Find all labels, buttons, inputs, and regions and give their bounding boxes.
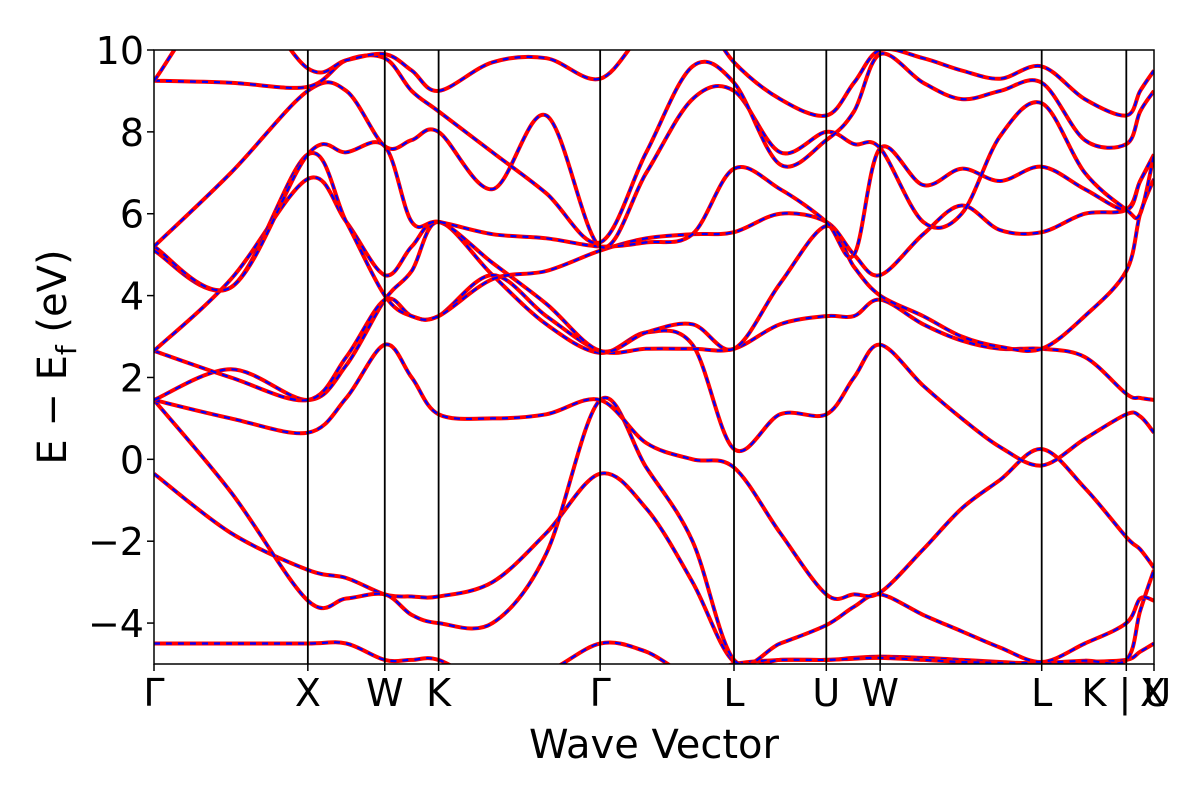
band-9-reference-line: [154, 140, 1154, 293]
y-tick-label: 10: [96, 29, 144, 73]
band-12-computed-line: [154, 50, 1154, 118]
y-tick-label: 8: [120, 111, 144, 155]
kpoint-label: X: [1140, 671, 1166, 715]
kpoint-label: W: [861, 671, 899, 715]
band-7-computed-line: [154, 176, 1154, 353]
band-6-reference-line: [154, 273, 1154, 403]
band-8-computed-line: [154, 151, 1154, 321]
band-6-computed-line: [154, 273, 1154, 402]
kpoint-label: L: [723, 671, 744, 715]
band-5-reference-line: [154, 219, 1154, 468]
y-tick-label: 2: [120, 356, 144, 400]
band-4-reference-line: [154, 342, 1154, 601]
band-4-computed-line: [154, 343, 1154, 601]
y-tick-label: 6: [120, 193, 144, 237]
y-axis-ticks: 10 8 6 4 2 0 −2 −4: [88, 29, 154, 646]
x-axis-label: Wave Vector: [529, 722, 780, 768]
y-axis-label-subscript: f: [50, 344, 83, 355]
band-12-reference-line: [154, 50, 1154, 118]
kpoint-label: X: [295, 671, 321, 715]
kpoint-label: Γ: [143, 671, 164, 715]
kpoint-label: U: [812, 671, 840, 715]
band-11-reference-line: [154, 51, 1154, 246]
y-tick-label: −2: [88, 520, 144, 564]
band-3-reference-line: [154, 395, 1154, 664]
y-tick-label: 0: [120, 438, 144, 482]
band-11-computed-line: [154, 52, 1154, 245]
high-symmetry-lines: [306, 50, 1128, 664]
plot-frame: [153, 49, 1155, 665]
band-10-computed-line: [154, 81, 1154, 249]
band-10-reference-line: [154, 80, 1154, 250]
band-5-computed-line: [154, 220, 1154, 467]
kpoint-label: K: [426, 671, 452, 715]
band-7-reference-line: [154, 175, 1154, 354]
kpoint-label: K | U: [1081, 671, 1171, 716]
kpoint-label: L: [1031, 671, 1052, 715]
y-tick-label: 4: [120, 275, 144, 319]
band-9-computed-line: [154, 140, 1154, 292]
band-2-reference-line: [154, 471, 1154, 664]
band-3-computed-line: [154, 396, 1154, 664]
kpoint-label: Γ: [590, 671, 611, 715]
y-axis-label: E − Ef (eV): [30, 249, 83, 464]
y-tick-label: −4: [88, 602, 144, 646]
kpoint-label: W: [366, 671, 404, 715]
bands-group: [154, 50, 1154, 664]
